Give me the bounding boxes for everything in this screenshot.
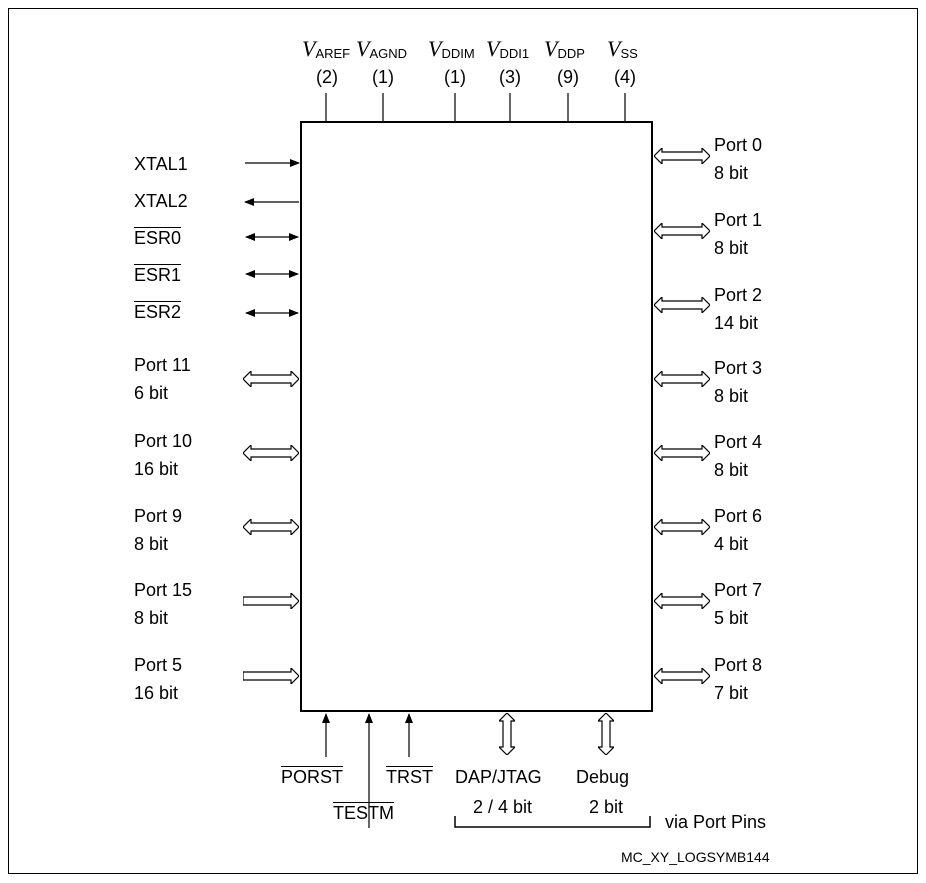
port-name: Port 10 — [134, 431, 193, 451]
port-width: 4 bit — [714, 534, 749, 554]
port-width: 8 bit — [714, 386, 749, 406]
power-label-varef: VAREF — [302, 36, 351, 62]
chip-body — [300, 121, 653, 712]
port-pins-bracket — [454, 816, 651, 828]
port10-arrow — [243, 445, 299, 461]
debug-arrow — [598, 713, 614, 755]
signal-trst: TRST — [386, 767, 433, 787]
power-count-vddp: (9) — [557, 67, 579, 87]
port7-arrow — [654, 593, 710, 609]
power-label-vagnd: VAGND — [356, 36, 408, 62]
power-count-vagnd: (1) — [372, 67, 394, 87]
port9-arrow — [243, 519, 299, 535]
dap-jtag-label: DAP/JTAG — [455, 767, 542, 787]
signal-esr1: ESR1 — [134, 265, 182, 285]
port-name: Port 6 — [714, 506, 763, 526]
port4-arrow — [654, 445, 710, 461]
debug-width: 2 bit — [589, 797, 624, 817]
dap-jtag-width: 2 / 4 bit — [473, 797, 533, 817]
port-width: 8 bit — [714, 460, 749, 480]
port15-arrow — [243, 593, 299, 609]
power-count-vddi1: (3) — [499, 67, 521, 87]
port-name: Port 8 — [714, 655, 763, 675]
port11-arrow — [243, 371, 299, 387]
debug-label: Debug — [576, 767, 630, 787]
port-name: Port 7 — [714, 580, 763, 600]
port-width: 8 bit — [134, 608, 169, 628]
port-name: Port 9 — [134, 506, 183, 526]
port3-arrow — [654, 371, 710, 387]
port-width: 8 bit — [714, 238, 749, 258]
via-port-pins-label: via Port Pins — [665, 812, 767, 832]
port5-arrow — [243, 668, 299, 684]
port8-arrow — [654, 668, 710, 684]
power-pins — [325, 93, 626, 121]
power-label-vddim: VDDIM — [428, 36, 475, 62]
port-width: 8 bit — [134, 534, 169, 554]
port-width: 16 bit — [134, 459, 179, 479]
port0-arrow — [654, 148, 710, 164]
port-name: Port 4 — [714, 432, 763, 452]
signal-testm: TESTM — [333, 803, 394, 823]
signal-esr0: ESR0 — [134, 228, 182, 248]
port-width: 7 bit — [714, 683, 749, 703]
port-width: 6 bit — [134, 383, 169, 403]
port-name: Port 11 — [134, 355, 191, 375]
port-name: Port 2 — [714, 285, 763, 305]
power-count-vss: (4) — [614, 67, 636, 87]
signal-xtal1: XTAL1 — [134, 154, 188, 174]
port-width: 14 bit — [714, 313, 759, 333]
power-count-vddim: (1) — [444, 67, 466, 87]
port-name: Port 0 — [714, 135, 763, 155]
power-label-vss: VSS — [607, 36, 638, 62]
port-width: 16 bit — [134, 683, 179, 703]
signal-xtal2: XTAL2 — [134, 191, 188, 211]
power-label-vddi1: VDDI1 — [486, 36, 530, 62]
port-name: Port 1 — [714, 210, 763, 230]
power-label-vddp: VDDP — [544, 36, 585, 62]
figure-reference: MC_XY_LOGSYMB144 — [621, 849, 770, 865]
port6-arrow — [654, 519, 710, 535]
signal-esr2: ESR2 — [134, 302, 182, 322]
port2-arrow — [654, 297, 710, 313]
port-name: Port 3 — [714, 358, 763, 378]
port-width: 8 bit — [714, 163, 749, 183]
port1-arrow — [654, 223, 710, 239]
power-count-varef: (2) — [316, 67, 338, 87]
signal-porst: PORST — [281, 767, 344, 787]
port-name: Port 5 — [134, 655, 183, 675]
port-name: Port 15 — [134, 580, 193, 600]
port-width: 5 bit — [714, 608, 749, 628]
dap-jtag-arrow — [499, 713, 515, 755]
